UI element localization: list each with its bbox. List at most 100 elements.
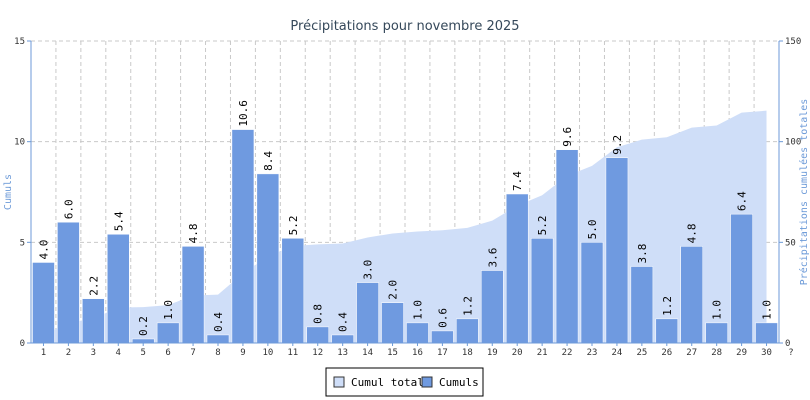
legend-swatch-cumul-total xyxy=(333,376,345,388)
y-tick-label-left: 0 xyxy=(20,339,25,349)
bar-value-label: 2.0 xyxy=(387,280,400,300)
legend-label-cumuls: Cumuls xyxy=(439,376,479,389)
bar-day-21 xyxy=(530,238,554,344)
bar-day-18 xyxy=(456,318,479,344)
x-tick-label: 14 xyxy=(362,348,373,358)
bar-day-30 xyxy=(755,322,778,344)
bar-day-1 xyxy=(32,262,55,344)
x-tick-label: 23 xyxy=(587,348,598,358)
bar-day-25 xyxy=(630,266,654,344)
bar-value-label: 6.0 xyxy=(62,199,75,219)
bar-value-label: 0.4 xyxy=(337,312,350,332)
legend-box xyxy=(325,367,484,397)
bar-value-label: 7.4 xyxy=(511,171,524,191)
x-tick-label: 11 xyxy=(287,348,298,358)
bar-day-20 xyxy=(505,193,529,344)
x-tick-label: 10 xyxy=(262,348,273,358)
x-tick-label: 13 xyxy=(337,348,348,358)
bar-day-11 xyxy=(281,238,305,344)
bar-value-label: 5.2 xyxy=(287,215,300,235)
x-tick-label: 1 xyxy=(41,348,46,358)
y-tick-label-right: 0 xyxy=(785,339,790,349)
x-tick-label: 17 xyxy=(437,348,448,358)
chart-title: Précipitations pour novembre 2025 xyxy=(290,19,519,34)
bar-value-label: 0.4 xyxy=(212,312,225,332)
bar-value-label: 0.6 xyxy=(436,308,449,328)
y-tick-label-right: 150 xyxy=(785,37,801,47)
y-axis-left-label: Cumuls xyxy=(3,174,14,210)
x-tick-label: 27 xyxy=(686,348,697,358)
legend-swatch-cumuls xyxy=(421,376,433,388)
bar-day-26 xyxy=(655,318,679,344)
bar-value-labels: 4.0 6.0 2.2 5.4 0.2 1.0 4.8 0.4 10.6 8.4 5.2 0.8 0.4… xyxy=(37,100,773,336)
bar-value-label: 10.6 xyxy=(237,100,250,127)
y-tick-label-left: 5 xyxy=(20,238,25,248)
bar-day-16 xyxy=(406,322,429,344)
x-tick-label: 15 xyxy=(387,348,398,358)
bar-day-27 xyxy=(680,246,703,344)
y-tick-label-right: 100 xyxy=(785,138,801,148)
bar-day-19 xyxy=(481,270,504,344)
bar-day-14 xyxy=(356,282,379,344)
x-tick-label: 30 xyxy=(761,348,772,358)
bar-day-3 xyxy=(82,298,105,344)
x-tick-label: 6 xyxy=(165,348,170,358)
bar-day-10 xyxy=(256,173,280,344)
x-tick-label: 2 xyxy=(66,348,71,358)
x-tick-label: 29 xyxy=(736,348,747,358)
bar-day-6 xyxy=(156,322,180,344)
bar-day-23 xyxy=(580,242,604,344)
x-tick-label-extra: ? xyxy=(788,348,793,358)
x-tick-label: 7 xyxy=(190,348,195,358)
bar-value-label: 1.0 xyxy=(711,300,724,320)
bar-day-13 xyxy=(331,334,354,344)
bar-day-4 xyxy=(107,234,130,344)
y-tick-label-left: 10 xyxy=(14,138,25,148)
bar-day-12 xyxy=(306,326,329,344)
bar-value-label: 1.2 xyxy=(661,296,674,316)
x-tick-label: 12 xyxy=(312,348,323,358)
bar-day-22 xyxy=(555,149,579,344)
bar-value-label: 9.6 xyxy=(561,127,574,147)
legend-label-cumul-total: Cumul total xyxy=(351,376,424,389)
legend: Cumul total Cumuls xyxy=(325,367,484,397)
bar-value-label: 1.0 xyxy=(761,300,774,320)
bar-day-9 xyxy=(231,129,255,344)
bar-day-24 xyxy=(605,157,629,344)
bar-value-label: 8.4 xyxy=(262,151,275,171)
y-axis-right-label: Précipitations cumulées totales xyxy=(798,99,810,286)
x-tick-label: 21 xyxy=(537,348,548,358)
x-tick-label: 3 xyxy=(91,348,96,358)
x-tick-label: 26 xyxy=(661,348,672,358)
x-tick-label: 4 xyxy=(116,348,121,358)
x-tick-label: 24 xyxy=(612,348,623,358)
bar-value-label: 6.4 xyxy=(736,191,749,211)
bar-value-label: 9.2 xyxy=(611,135,624,155)
bar-value-label: 3.0 xyxy=(362,260,375,280)
bar-value-label: 1.0 xyxy=(162,300,175,320)
bar-layer xyxy=(32,129,778,344)
bar-day-8 xyxy=(206,334,230,344)
bar-value-label: 3.8 xyxy=(636,244,649,264)
bar-value-label: 1.2 xyxy=(461,296,474,316)
bar-value-label: 5.4 xyxy=(112,211,125,231)
bar-value-label: 0.8 xyxy=(312,304,325,324)
x-tick-label: 8 xyxy=(215,348,220,358)
bar-value-label: 4.8 xyxy=(187,223,200,243)
x-tick-label: 22 xyxy=(562,348,573,358)
x-tick-label: 18 xyxy=(462,348,473,358)
bar-value-label: 5.2 xyxy=(536,215,549,235)
x-tick-label: 20 xyxy=(512,348,523,358)
x-tick-label: 19 xyxy=(487,348,498,358)
bar-value-label: 4.8 xyxy=(686,223,699,243)
bar-value-label: 4.0 xyxy=(37,240,50,260)
bar-day-2 xyxy=(57,221,80,344)
x-tick-label: 9 xyxy=(240,348,245,358)
x-tick-label: 5 xyxy=(140,348,145,358)
bar-value-label: 0.2 xyxy=(137,316,150,336)
x-tick-label: 16 xyxy=(412,348,423,358)
bar-value-label: 2.2 xyxy=(87,276,100,296)
bar-value-label: 1.0 xyxy=(411,300,424,320)
